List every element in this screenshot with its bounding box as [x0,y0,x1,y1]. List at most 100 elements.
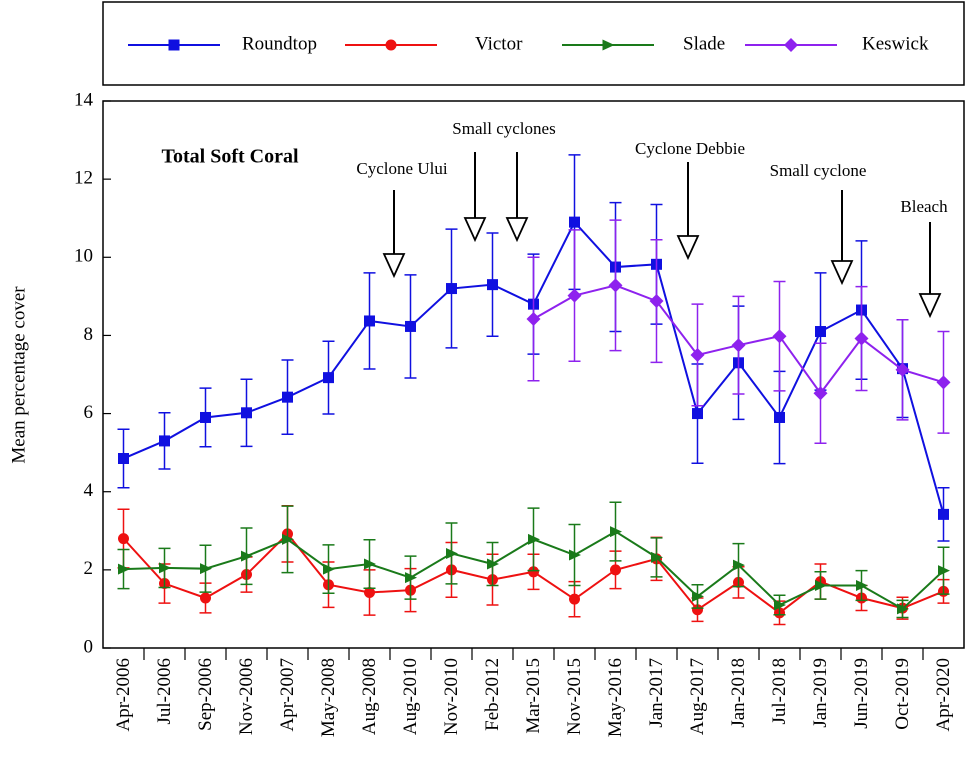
data-point [528,566,539,578]
y-tick-label: 2 [84,558,94,579]
data-point [118,533,129,545]
legend-label: Roundtop [242,33,317,54]
data-point [118,453,129,465]
data-point [364,315,375,327]
y-tick-label: 4 [84,480,94,501]
legend-marker [784,38,798,52]
data-point [938,508,949,520]
data-point [649,294,664,309]
x-tick-label: Sep-2006 [195,658,216,731]
legend-marker [168,39,180,51]
data-point [569,216,580,228]
x-tick-label: Jan-2019 [810,658,831,728]
x-tick-label: Feb-2012 [482,658,503,731]
annotation: Cyclone Ului [356,159,447,178]
x-tick-label: May-2016 [605,658,626,737]
legend-label: Keswick [862,33,929,54]
data-point [159,562,171,574]
data-point [692,590,704,602]
data-point [897,603,909,615]
legend-label: Slade [683,33,725,54]
legend-marker [385,39,397,51]
data-point [446,283,457,295]
data-point [159,435,170,447]
data-point [487,279,498,291]
data-point [692,408,703,420]
data-point [282,391,293,403]
data-point [567,288,582,303]
data-point [569,549,581,561]
annotation-arrowhead [676,235,700,261]
data-point [772,329,787,344]
data-point [815,579,827,591]
x-tick-label: Apr-2007 [277,658,298,732]
x-tick-label: Mar-2015 [523,658,544,734]
data-point [569,593,580,605]
data-point [731,338,746,353]
data-point [241,550,253,562]
y-tick-label: 8 [84,324,94,345]
data-point [856,579,868,591]
data-point [405,320,416,332]
annotation: Small cyclone [770,161,867,180]
data-point [323,372,334,384]
data-point [610,564,621,576]
x-tick-label: Jan-2018 [728,658,749,728]
annotation-arrowhead [463,217,487,243]
y-axis-label: Mean percentage cover [8,286,29,464]
data-point [610,526,622,538]
data-point [323,563,335,575]
x-tick-label: Nov-2010 [441,658,462,735]
x-tick-label: Nov-2006 [236,658,257,735]
x-tick-label: Oct-2019 [892,658,913,730]
annotation: Bleach [900,197,948,216]
x-tick-label: Nov-2015 [564,658,585,735]
y-tick-label: 14 [74,89,94,110]
data-point [241,407,252,419]
annotation-arrowhead [382,253,406,279]
x-tick-label: Jul-2006 [154,658,175,725]
plot-frame [102,100,965,649]
data-point [118,563,130,575]
data-point [200,563,212,575]
data-point [733,559,745,571]
annotation: Cyclone Debbie [635,139,745,158]
legend-label: Victor [475,33,523,54]
annotation-arrowhead [505,217,529,243]
data-point [487,558,499,570]
annotation-arrowhead [830,260,854,286]
data-point [938,565,950,577]
x-tick-label: Apr-2006 [113,658,134,732]
data-point [526,312,541,327]
x-tick-label: Jun-2019 [851,658,872,729]
x-tick-label: Jan-2017 [646,658,667,728]
data-point [651,551,663,563]
data-point [774,599,786,611]
y-tick-label: 10 [74,246,93,267]
x-tick-label: Apr-2020 [933,658,954,732]
data-point [895,362,910,377]
data-point [815,326,826,338]
data-point [446,547,458,559]
x-tick-label: Aug-2017 [687,658,708,735]
data-point [528,533,540,545]
data-point [854,331,869,346]
data-point [282,533,294,545]
y-tick-label: 12 [74,168,93,189]
x-tick-label: Aug-2010 [400,658,421,735]
annotation: Small cyclones [452,119,555,138]
legend-box [102,1,965,86]
data-point [692,604,703,616]
annotation-arrowhead [918,293,942,319]
data-point [364,558,376,570]
data-point [813,386,828,401]
y-tick-label: 0 [84,636,94,657]
x-tick-label: Aug-2008 [359,658,380,735]
data-point [608,278,623,293]
x-tick-label: May-2008 [318,658,339,737]
data-point [690,347,705,362]
data-point [200,411,211,423]
data-point [774,411,785,423]
data-point [364,587,375,599]
